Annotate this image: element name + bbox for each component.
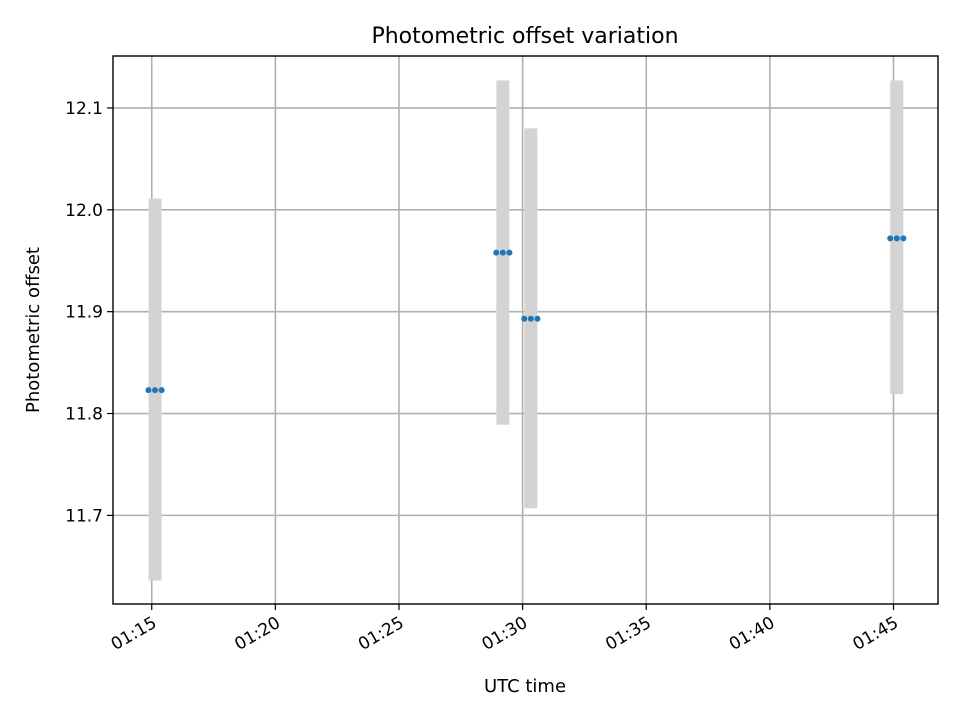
data-point: [893, 235, 900, 242]
data-point: [493, 249, 500, 256]
data-point: [521, 315, 528, 322]
data-point: [145, 387, 152, 394]
y-tick-label: 12.1: [65, 99, 103, 119]
plot-frame: [112, 55, 939, 605]
data-point: [506, 249, 513, 256]
point-layer: [145, 235, 907, 394]
data-point: [887, 235, 894, 242]
data-point: [534, 315, 541, 322]
y-tick-label: 11.8: [65, 405, 103, 425]
y-tick-label: 11.7: [65, 506, 103, 526]
data-point: [152, 387, 159, 394]
y-tick-label: 11.9: [65, 303, 103, 323]
chart-title: Photometric offset variation: [371, 24, 678, 49]
data-point: [158, 387, 165, 394]
data-point: [900, 235, 907, 242]
data-point: [499, 249, 506, 256]
x-axis-label: UTC time: [484, 676, 566, 697]
data-point: [527, 315, 534, 322]
y-axis-label: Photometric offset: [23, 247, 44, 413]
y-tick-label: 12.0: [65, 201, 103, 221]
